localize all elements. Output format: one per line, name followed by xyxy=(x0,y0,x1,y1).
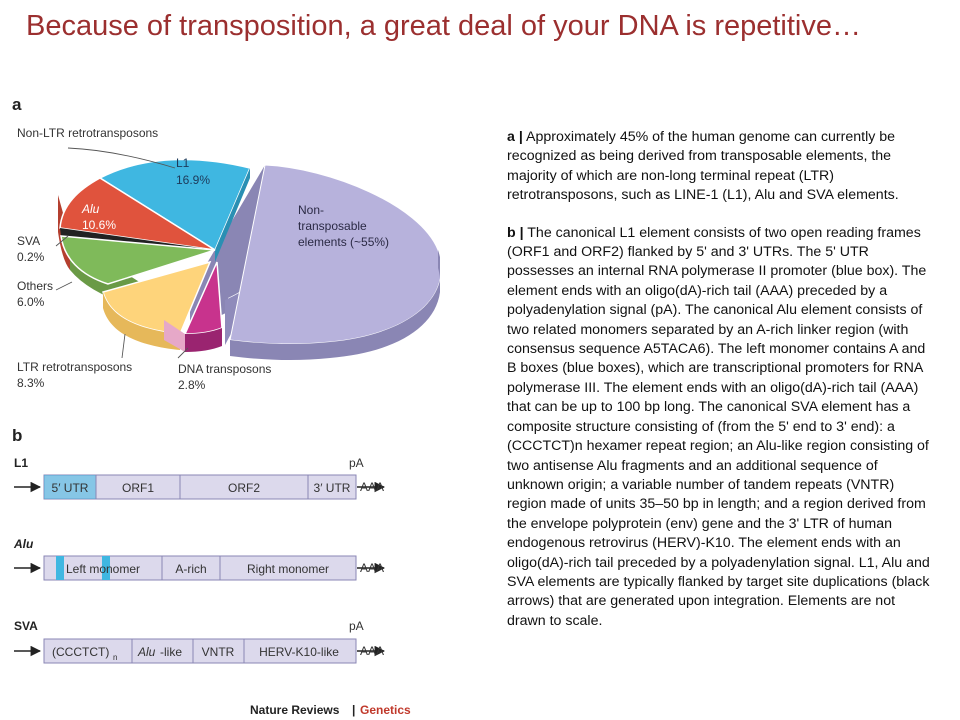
sva-seg-alulike: -like xyxy=(160,645,182,659)
sva-pa: pA xyxy=(349,619,364,633)
label-alu: Alu xyxy=(81,202,100,216)
label-non-ltr-1: Non-LTR retrotransposons xyxy=(17,126,158,140)
alu-seg-arich: A-rich xyxy=(175,562,206,576)
caption-a-lead: a | xyxy=(507,129,523,145)
pie-slice-l1 xyxy=(98,158,252,252)
credit-section: Genetics xyxy=(360,703,411,717)
label-sva: SVA xyxy=(17,234,40,248)
caption-b: b | The canonical L1 element consists of… xyxy=(507,224,933,632)
sva-aaa: AAA xyxy=(360,644,384,658)
label-alu-pct: 10.6% xyxy=(82,218,116,232)
slide-title: Because of transposition, a great deal o… xyxy=(26,10,861,42)
pie-slice-sva xyxy=(60,228,215,250)
l1-seg-utr5: 5′ UTR xyxy=(52,481,89,495)
panel-b-label: b xyxy=(12,426,22,445)
label-others: Others xyxy=(17,279,53,293)
label-sva-pct: 0.2% xyxy=(17,250,45,264)
label-nontrans-2: transposable xyxy=(298,219,367,233)
credit-journal: Nature Reviews xyxy=(250,703,340,717)
label-dna: DNA transposons xyxy=(178,362,271,376)
caption-a-text: Approximately 45% of the human genome ca… xyxy=(507,129,899,204)
caption-a: a | Approximately 45% of the human genom… xyxy=(507,128,933,206)
l1-element: L1 pA 5′ UTR ORF1 ORF2 3′ UTR AAA xyxy=(14,456,386,500)
label-l1-pct: 16.9% xyxy=(176,173,210,187)
label-others-pct: 6.0% xyxy=(17,295,45,309)
sva-seg-subscript-n: n xyxy=(113,653,117,662)
sva-seg-alulike-italic: Alu xyxy=(137,645,156,659)
pie-slice-alu xyxy=(59,177,216,251)
caption-b-lead: b | xyxy=(507,224,524,241)
label-dna-pct: 2.8% xyxy=(178,378,206,392)
label-nontrans-1: Non- xyxy=(298,203,324,217)
l1-seg-orf1: ORF1 xyxy=(122,481,154,495)
panel-a-label: a xyxy=(12,95,22,114)
sva-element: SVA pA (CCCTCT) n Alu -like VNTR HERV-K1… xyxy=(14,619,386,664)
sva-seg-herv: HERV-K10-like xyxy=(259,645,339,659)
l1-seg-utr3: 3′ UTR xyxy=(314,481,351,495)
l1-pa: pA xyxy=(349,456,364,470)
label-l1: L1 xyxy=(176,156,190,170)
journal-credit: Nature Reviews | Genetics xyxy=(250,703,411,717)
l1-name: L1 xyxy=(14,456,28,470)
l1-seg-orf2: ORF2 xyxy=(228,481,260,495)
caption-b-text: The canonical L1 element consists of two… xyxy=(507,224,930,629)
label-nontrans-3: elements (~55%) xyxy=(298,235,389,249)
l1-aaa: AAA xyxy=(360,480,384,494)
figure-caption: a | Approximately 45% of the human genom… xyxy=(507,128,933,649)
alu-name: Alu xyxy=(13,537,34,551)
pie-slice-nontransposable xyxy=(229,164,440,345)
label-ltr: LTR retrotransposons xyxy=(17,360,132,374)
transposon-figure: a Non-LTR retrotranspo xyxy=(12,95,440,717)
sva-name: SVA xyxy=(14,619,38,633)
label-ltr-pct: 8.3% xyxy=(17,376,45,390)
alu-seg-right: Right monomer xyxy=(247,562,329,576)
sva-seg-vntr: VNTR xyxy=(202,645,235,659)
pie-slice-others xyxy=(60,235,216,285)
alu-element: Alu Left monomer A-rich Right monomer AA… xyxy=(13,537,386,581)
alu-aaa: AAA xyxy=(360,561,384,575)
alu-seg-left: Left monomer xyxy=(66,562,140,576)
pie-chart xyxy=(58,158,440,361)
credit-separator: | xyxy=(352,703,355,717)
sva-seg-ccctct: (CCCTCT) xyxy=(52,645,109,659)
